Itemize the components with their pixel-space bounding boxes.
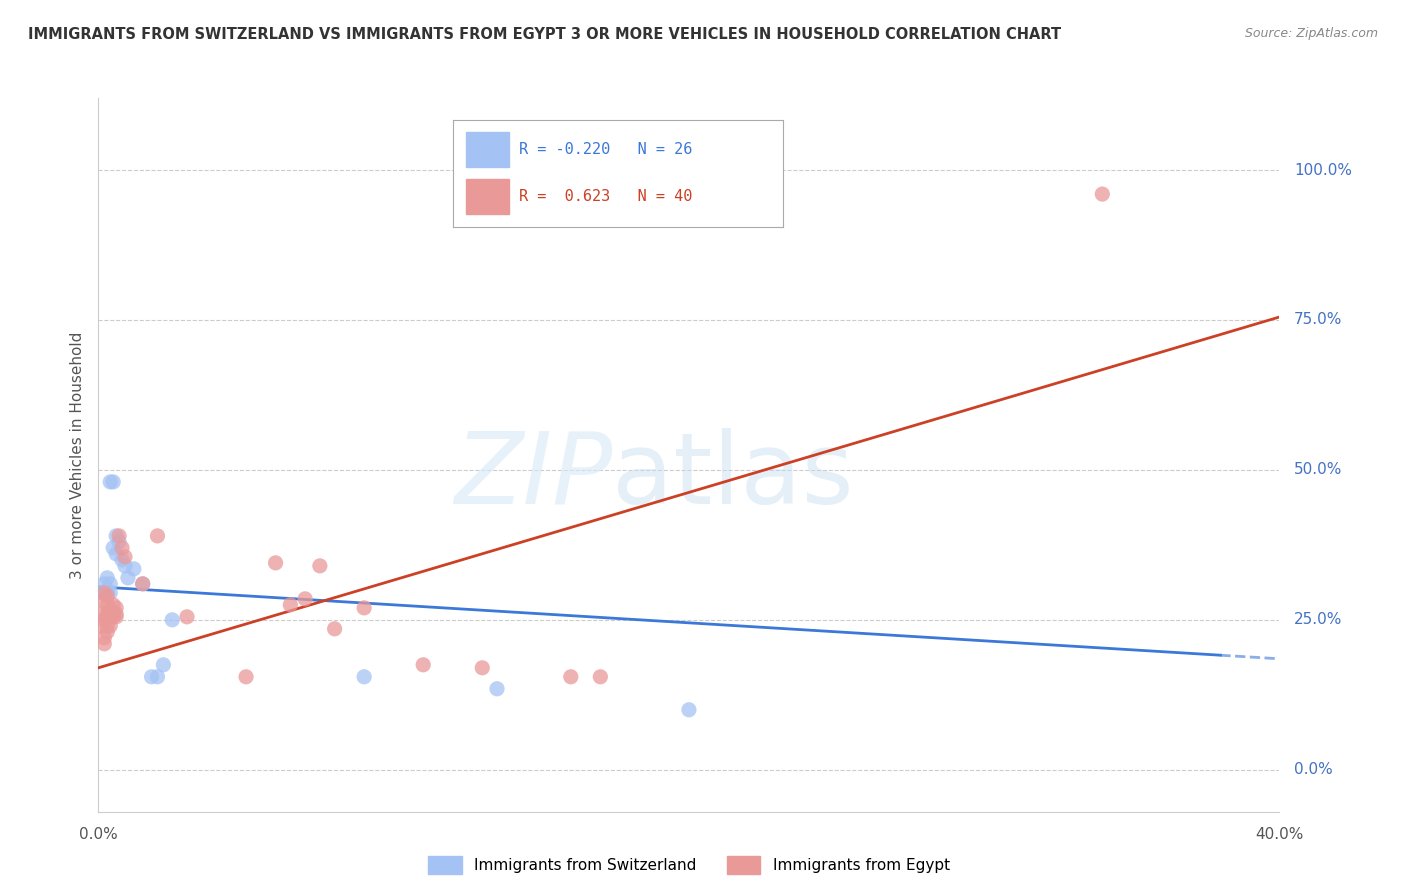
Text: ZIP: ZIP	[454, 428, 612, 524]
Point	[103, 541, 125, 555]
Point	[96, 589, 118, 603]
Point	[105, 610, 128, 624]
Point	[98, 577, 121, 591]
Point	[98, 604, 121, 618]
Text: Source: ZipAtlas.com: Source: ZipAtlas.com	[1244, 27, 1378, 40]
Point	[1091, 187, 1114, 202]
Point	[152, 657, 174, 672]
Point	[96, 624, 118, 639]
Text: 0.0%: 0.0%	[79, 827, 118, 842]
Point	[146, 529, 169, 543]
Point	[103, 598, 125, 612]
Text: 100.0%: 100.0%	[1294, 162, 1353, 178]
Point	[93, 577, 115, 591]
Point	[678, 703, 700, 717]
Point	[96, 582, 118, 597]
Point	[141, 670, 163, 684]
Point	[93, 613, 115, 627]
Point	[122, 562, 145, 576]
Point	[114, 558, 136, 573]
Point	[114, 549, 136, 564]
Point	[96, 598, 118, 612]
Point	[589, 670, 612, 684]
Point	[353, 600, 375, 615]
Point	[98, 586, 121, 600]
Point	[235, 670, 257, 684]
Point	[132, 577, 155, 591]
Point	[90, 586, 112, 600]
Point	[103, 607, 125, 621]
Point	[98, 619, 121, 633]
Point	[278, 598, 302, 612]
Point	[105, 529, 128, 543]
Point	[98, 610, 121, 624]
Text: 50.0%: 50.0%	[1294, 462, 1343, 477]
Point	[96, 607, 118, 621]
Text: 75.0%: 75.0%	[1294, 312, 1343, 327]
Point	[294, 591, 316, 606]
Point	[105, 547, 128, 561]
Point	[309, 558, 332, 573]
Text: 40.0%: 40.0%	[1256, 827, 1303, 842]
Point	[471, 661, 494, 675]
Point	[90, 607, 112, 621]
Point	[98, 475, 121, 489]
Point	[117, 571, 139, 585]
Point	[105, 600, 128, 615]
Point	[90, 619, 112, 633]
Point	[103, 475, 125, 489]
Point	[105, 607, 128, 621]
Point	[96, 610, 118, 624]
Point	[93, 586, 115, 600]
Legend: Immigrants from Switzerland, Immigrants from Egypt: Immigrants from Switzerland, Immigrants …	[422, 850, 956, 880]
Point	[111, 541, 134, 555]
Text: 25.0%: 25.0%	[1294, 612, 1343, 627]
Point	[103, 610, 125, 624]
Point	[93, 631, 115, 645]
Point	[96, 619, 118, 633]
Point	[132, 577, 155, 591]
Point	[93, 595, 115, 609]
Point	[353, 670, 375, 684]
Point	[486, 681, 509, 696]
Text: atlas: atlas	[612, 428, 853, 524]
Point	[93, 586, 115, 600]
Point	[108, 534, 131, 549]
Point	[162, 613, 183, 627]
Point	[176, 610, 198, 624]
Point	[111, 553, 134, 567]
Point	[96, 571, 118, 585]
Y-axis label: 3 or more Vehicles in Household: 3 or more Vehicles in Household	[70, 331, 86, 579]
Text: 0.0%: 0.0%	[1294, 763, 1333, 777]
Point	[146, 670, 169, 684]
Point	[96, 586, 118, 600]
Point	[560, 670, 582, 684]
Point	[108, 529, 131, 543]
Point	[264, 556, 287, 570]
Point	[93, 637, 115, 651]
Text: IMMIGRANTS FROM SWITZERLAND VS IMMIGRANTS FROM EGYPT 3 OR MORE VEHICLES IN HOUSE: IMMIGRANTS FROM SWITZERLAND VS IMMIGRANT…	[28, 27, 1062, 42]
Point	[323, 622, 346, 636]
Point	[412, 657, 434, 672]
